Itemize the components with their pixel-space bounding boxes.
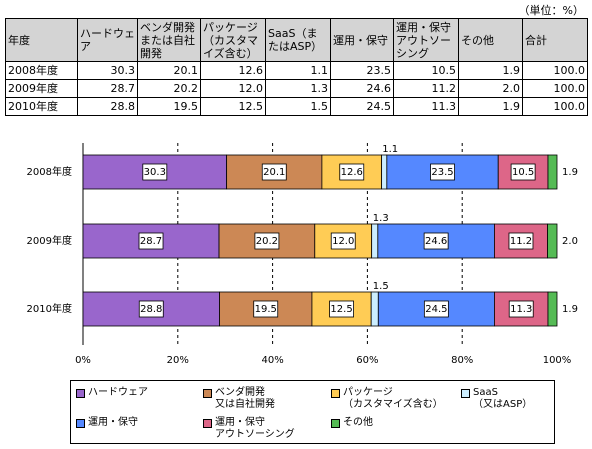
legend-item: 運用・保守 アウトソーシング <box>203 417 295 441</box>
table-cell: 11.3 <box>393 97 459 116</box>
header-cell: パッケージ（カスタマイズ含む） <box>200 18 266 62</box>
bar-segment <box>371 223 379 259</box>
data-label: 30.3 <box>144 167 166 178</box>
table-cell: 12.5 <box>200 97 266 116</box>
label-box <box>423 232 449 250</box>
legend-label: ハードウェア <box>88 387 148 398</box>
data-label: 20.1 <box>263 167 285 178</box>
bar-segment <box>547 154 558 190</box>
data-label: 2.0 <box>562 236 578 247</box>
header-cell: ベンダ開発または自社開発 <box>137 18 201 62</box>
legend-swatch <box>76 419 85 428</box>
legend-swatch <box>203 419 212 428</box>
data-label: 20.2 <box>256 236 278 247</box>
label-box <box>510 163 536 181</box>
data-label: 11.2 <box>510 236 532 247</box>
legend-item: SaaS （又はASP） <box>461 387 532 411</box>
legend-item: ベンダ開発 又は自社開発 <box>203 387 275 411</box>
legend-swatch <box>76 389 85 398</box>
table-cell: 28.8 <box>77 97 138 116</box>
bar-segment <box>381 154 388 190</box>
label-box <box>508 232 534 250</box>
label-box <box>330 232 356 250</box>
header-cell: 運用・保守 <box>330 18 394 62</box>
table-cell: 2010年度 <box>5 97 78 116</box>
label-box <box>329 300 354 318</box>
data-label: 1.3 <box>373 213 389 224</box>
legend-item: パッケージ （カスタマイズ含む） <box>331 387 443 411</box>
x-tick-label: 100% <box>543 355 572 366</box>
data-label: 12.0 <box>332 236 354 247</box>
legend-label: ベンダ開発 又は自社開発 <box>215 387 275 410</box>
label-box <box>138 300 164 318</box>
table-cell: 1.9 <box>458 97 523 116</box>
legend-label: 運用・保守 <box>88 417 138 428</box>
legend-label: その他 <box>343 417 373 428</box>
y-tick-label: 2009年度 <box>27 234 72 247</box>
data-label: 24.6 <box>425 236 447 247</box>
x-tick-label: 80% <box>451 355 473 366</box>
legend-item: ハードウェア <box>76 387 148 399</box>
table-row: 2010年度 28.8 19.5 12.5 1.5 24.5 11.3 1.9 100.0 <box>5 97 588 116</box>
label-box <box>423 300 449 318</box>
legend-item: その他 <box>331 417 373 429</box>
data-label: 24.5 <box>425 304 447 315</box>
unit-note: （単位：%） <box>518 4 584 17</box>
legend-item: 運用・保守 <box>76 417 138 429</box>
label-box <box>253 300 279 318</box>
label-box <box>339 163 365 181</box>
header-cell: その他 <box>458 18 523 62</box>
label-box <box>430 163 455 181</box>
y-tick-label: 2008年度 <box>27 165 72 178</box>
data-label: 1.1 <box>382 144 398 155</box>
header-cell: 合計 <box>522 18 588 62</box>
data-label: 28.7 <box>140 236 162 247</box>
table-cell: 24.5 <box>330 97 394 116</box>
legend-swatch <box>203 389 212 398</box>
data-label: 28.8 <box>140 304 162 315</box>
x-tick-label: 0% <box>75 355 91 366</box>
x-tick-label: 20% <box>167 355 189 366</box>
x-tick-label: 60% <box>356 355 378 366</box>
y-tick-label: 2010年度 <box>27 302 72 315</box>
legend-swatch <box>331 419 340 428</box>
legend-label: SaaS （又はASP） <box>473 387 533 410</box>
legend-swatch <box>461 389 470 398</box>
label-box <box>508 300 534 318</box>
x-tick-label: 40% <box>261 355 283 366</box>
table-cell: 1.5 <box>265 97 331 116</box>
table-cell: 100.0 <box>522 79 588 98</box>
data-label: 10.5 <box>512 167 534 178</box>
label-box <box>261 163 287 181</box>
data-label: 1.9 <box>562 304 578 315</box>
bar-segment <box>547 223 558 259</box>
data-label: 19.5 <box>255 304 277 315</box>
legend-label: 運用・保守 アウトソーシング <box>215 417 295 440</box>
legend-label: パッケージ （カスタマイズ含む） <box>343 387 443 410</box>
header-row: 年度 ハードウェア ベンダ開発または自社開発 パッケージ（カスタマイズ含む） SaaS（… <box>5 18 588 62</box>
data-label: 1.9 <box>562 167 578 178</box>
data-label: 23.5 <box>431 167 453 178</box>
legend-swatch <box>331 389 340 398</box>
data-table: 年度 ハードウェア ベンダ開発または自社開発 パッケージ（カスタマイズ含む） SaaS（… <box>5 18 588 116</box>
legend: ハードウェア ベンダ開発 又は自社開発 パッケージ （カスタマイズ含む） SaaS （… <box>70 380 555 444</box>
bar-segment <box>219 291 313 327</box>
header-cell: SaaS（またはASP） <box>265 18 331 62</box>
table-cell: 19.5 <box>137 97 201 116</box>
data-label: 12.6 <box>341 167 363 178</box>
data-label: 1.5 <box>373 281 389 292</box>
table-cell: 100.0 <box>522 97 588 116</box>
data-label: 11.3 <box>510 304 532 315</box>
label-box <box>138 232 164 250</box>
header-cell: ハードウェア <box>77 18 138 62</box>
label-box <box>142 163 168 181</box>
label-box <box>254 232 280 250</box>
bar-segment <box>370 291 379 327</box>
bar-segment <box>547 291 558 327</box>
data-label: 12.5 <box>330 304 352 315</box>
table-row: 2009年度 28.7 20.2 12.0 1.3 24.6 11.2 2.0 100.0 <box>5 79 588 98</box>
